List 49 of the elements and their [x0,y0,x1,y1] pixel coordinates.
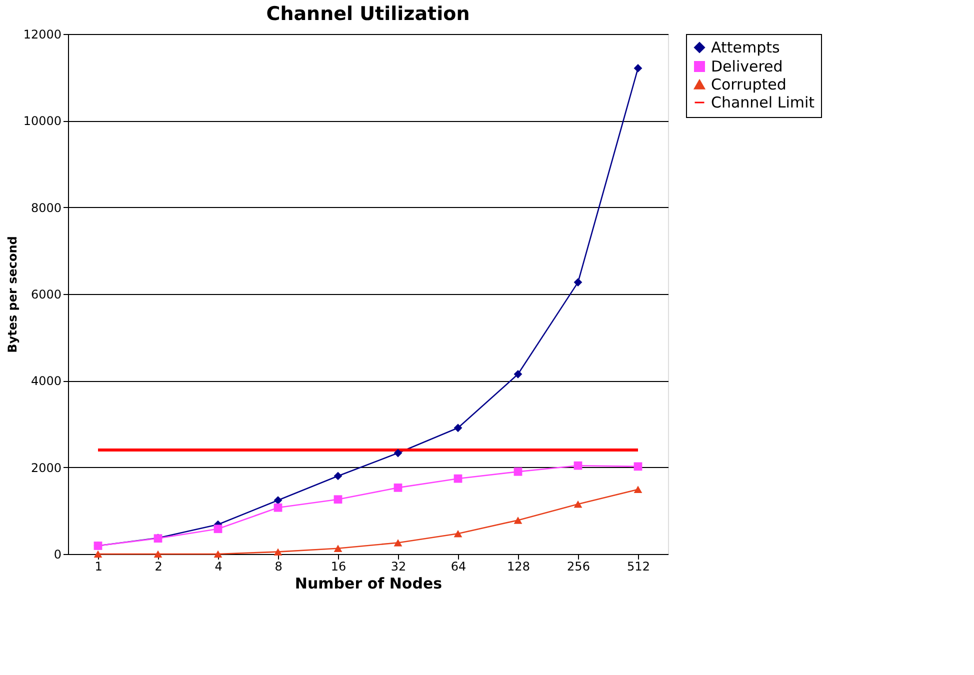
point [274,503,282,512]
x-tick-label: 64 [450,560,466,574]
point [214,524,222,534]
legend-label: Channel Limit [711,94,815,112]
point [334,472,342,480]
x-tick-label: 512 [627,560,650,574]
point [514,467,522,476]
point [334,544,342,552]
point [274,548,282,556]
point [454,530,462,538]
point [574,461,582,470]
point [574,500,582,508]
point [514,516,522,524]
y-tick-label: 4000 [30,374,62,388]
x-tick-label: 8 [274,560,282,574]
x-axis-title: Number of Nodes [294,574,442,592]
y-tick-label: 8000 [30,200,62,215]
y-tick-label: 0 [54,548,62,562]
x-tick-label: 4 [214,560,222,574]
point [634,486,642,494]
y-tick-label: 12000 [23,28,62,42]
chart-title: Channel Utilization [266,3,470,25]
x-tick-label: 256 [567,560,590,574]
point [214,550,222,558]
point [634,462,642,471]
point [94,550,102,558]
x-tick-label: 1 [94,560,102,574]
point [394,448,402,458]
point [514,370,522,378]
y-tick-label: 10000 [23,114,62,128]
x-tick-label: 128 [507,560,530,574]
x-tick-label: 32 [390,560,406,574]
point [274,496,282,504]
point [454,424,462,432]
point [334,495,342,504]
legend-label: Corrupted [711,76,786,94]
y-axis-title: Bytes per second [5,236,20,353]
point [634,64,642,72]
point [154,550,162,558]
legend-label: Attempts [711,38,780,56]
legend-label: Delivered [711,58,783,76]
x-tick-label: 16 [330,560,346,574]
point [394,484,402,492]
point [574,278,582,286]
x-tick-label: 2 [154,560,162,574]
point [394,539,402,546]
y-tick-label: 6000 [30,288,62,302]
point [454,474,462,483]
y-tick-label: 2000 [30,460,62,475]
